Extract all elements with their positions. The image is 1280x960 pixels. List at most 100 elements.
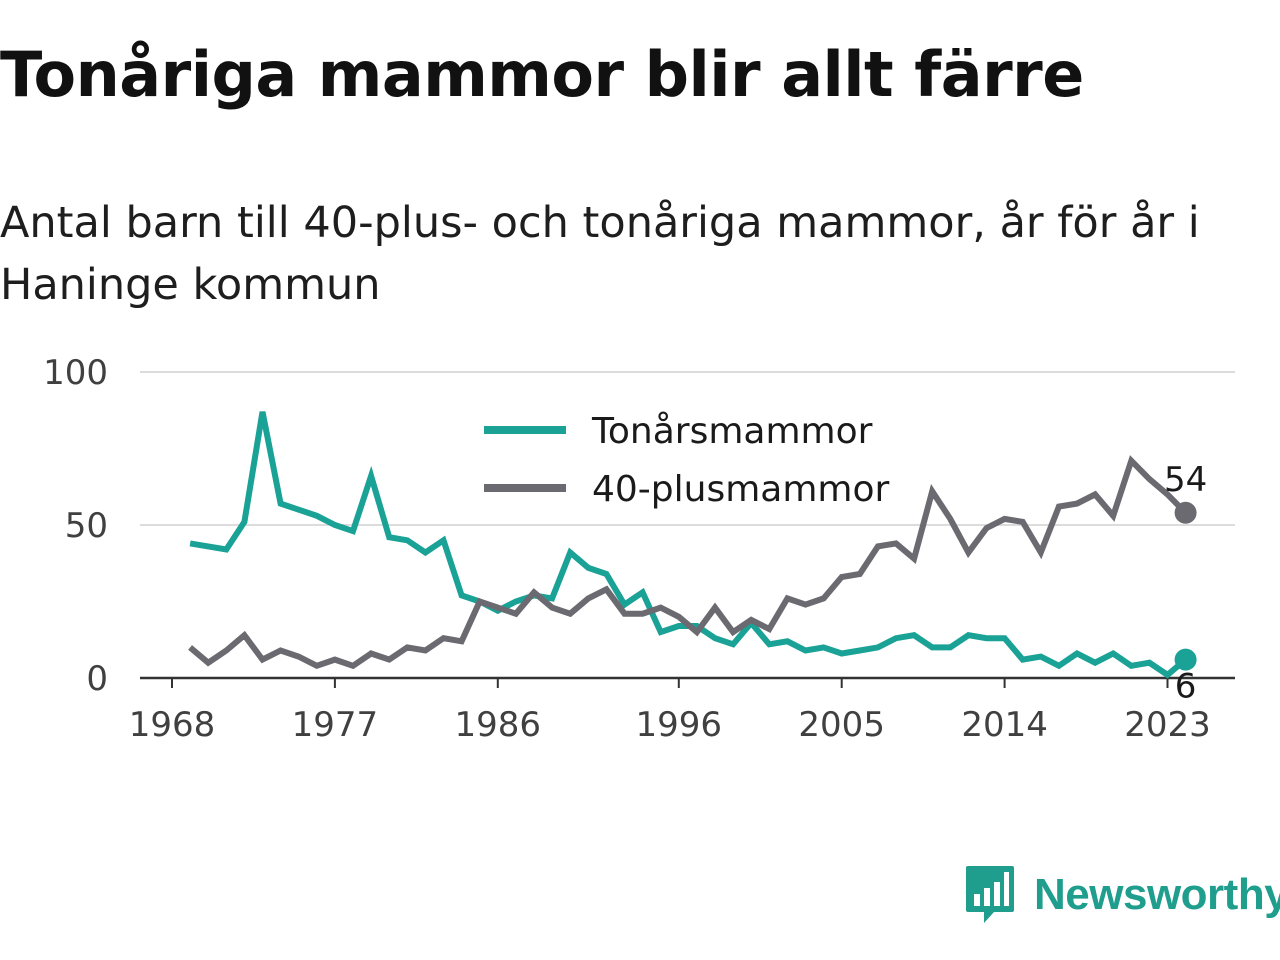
data-point [244,635,245,636]
data-point [896,543,897,544]
series-end-marker [1174,648,1197,671]
chart-subtitle: Antal barn till 40-plus- och tonåriga ma… [0,198,1200,310]
data-point [443,540,444,541]
data-point [823,647,824,648]
data-point [190,543,191,544]
x-tick-label: 2023 [1124,705,1211,745]
data-point [515,601,516,602]
data-point [588,567,589,568]
data-point [570,552,571,553]
data-point [298,656,299,657]
data-point [678,625,679,626]
data-point [1149,662,1150,663]
data-point [334,525,335,526]
data-point [1149,479,1150,480]
data-point [606,573,607,574]
y-tick-label: 100 [43,353,108,393]
data-point [353,531,354,532]
data-point [389,537,390,538]
data-point [1131,460,1132,461]
data-point [461,641,462,642]
data-point [280,503,281,504]
data-point [986,528,987,529]
data-point [316,515,317,516]
data-point [859,650,860,651]
data-point [244,521,245,522]
data-point [1022,659,1023,660]
data-point [1131,665,1132,666]
data-point [624,613,625,614]
data-point [552,607,553,608]
data-point [642,613,643,614]
legend-label: 40-plusmammor [592,469,890,510]
data-point [1058,665,1059,666]
data-point [425,650,426,651]
data-point [461,595,462,596]
data-point [932,647,933,648]
data-point [914,558,915,559]
data-point [751,619,752,620]
data-point [968,552,969,553]
data-point [1004,518,1005,519]
data-point [1077,503,1078,504]
data-point [950,647,951,648]
data-point [805,650,806,651]
data-point [1167,674,1168,675]
data-point [1095,494,1096,495]
data-point [407,647,408,648]
data-point [968,635,969,636]
data-point [1040,656,1041,657]
newsworthy-brand: Newsworthy [964,864,1280,926]
y-tick-label: 50 [65,506,108,546]
data-point [896,638,897,639]
series-end-label: 54 [1164,460,1207,500]
data-point [334,659,335,660]
data-point [841,577,842,578]
data-point [733,632,734,633]
data-point [696,632,697,633]
series-lines: 6 54 [188,411,1207,707]
data-point [389,659,390,660]
x-tick-label: 1986 [455,705,542,745]
data-point [1113,515,1114,516]
data-point [678,616,679,617]
chart-title: Tonåriga mammor blir allt färre [0,38,1084,111]
data-point [769,629,770,630]
data-point [226,549,227,550]
data-point [425,552,426,553]
data-point [787,598,788,599]
data-point [262,659,263,660]
data-point [715,638,716,639]
line-chart: 0 50 100 1968 1977 1986 1996 2005 2014 2023 Tonå… [43,353,1235,745]
data-point [769,644,770,645]
data-point [1040,552,1041,553]
y-tick-label: 0 [86,659,108,699]
y-axis-ticks: 0 50 100 [43,353,108,699]
data-point [552,598,553,599]
data-point [1095,662,1096,663]
data-point [208,662,209,663]
data-point [534,592,535,593]
data-point [877,647,878,648]
data-point [497,607,498,608]
data-point [877,546,878,547]
data-point [823,598,824,599]
data-point [660,607,661,608]
data-point [371,476,372,477]
data-point [950,518,951,519]
data-point [208,546,209,547]
x-tick-label: 1968 [129,705,216,745]
data-point [262,411,263,412]
x-tick-label: 2014 [961,705,1048,745]
data-point [190,647,191,648]
data-point [733,644,734,645]
data-point [588,598,589,599]
data-point [715,607,716,608]
data-point [443,638,444,639]
data-point [226,650,227,651]
data-point [1077,653,1078,654]
x-tick-label: 2005 [798,705,885,745]
data-point [606,589,607,590]
data-point [696,625,697,626]
legend-background [472,398,892,524]
